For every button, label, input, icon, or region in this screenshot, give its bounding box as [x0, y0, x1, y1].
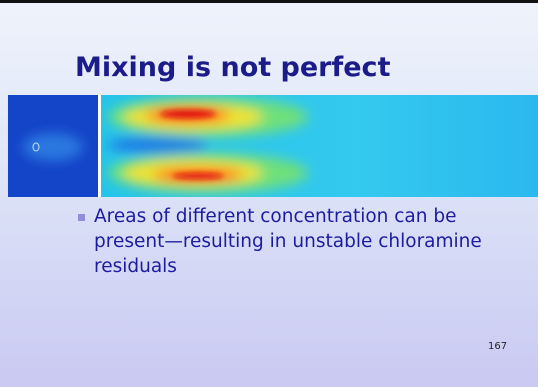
page-number: 167	[488, 341, 508, 352]
bullet-list: Areas of different concentration can be …	[78, 204, 514, 279]
slide-title: Mixing is not perfect	[75, 52, 391, 83]
mixing-contour-image	[8, 95, 538, 197]
bullet-text: Areas of different concentration can be …	[78, 204, 514, 279]
